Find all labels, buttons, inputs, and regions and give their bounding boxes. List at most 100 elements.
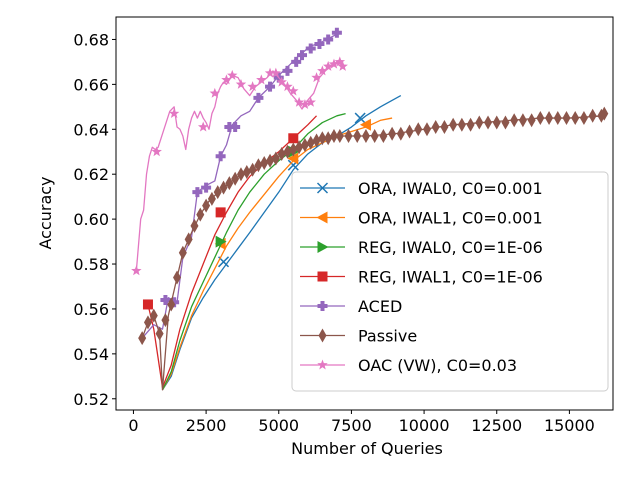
series-line-6: [135, 61, 343, 271]
series-6-marker-3: [197, 121, 209, 132]
series-6-marker-19: [317, 65, 328, 76]
series-4-marker-2: [192, 187, 203, 198]
series-5-marker-61: [571, 111, 580, 126]
legend-label-4: ACED: [358, 297, 402, 316]
series-5-marker-13: [213, 185, 222, 200]
series-5-marker-9: [190, 218, 199, 233]
series-4-marker-14: [314, 38, 325, 49]
series-5-marker-38: [370, 129, 379, 144]
series-line-1: [161, 117, 393, 391]
series-5-marker-63: [588, 108, 597, 123]
series-0: [161, 95, 402, 391]
series-5-marker-59: [553, 111, 562, 126]
series-4-marker-5: [224, 122, 235, 133]
y-tick-label-3: 0.58: [73, 255, 109, 274]
legend-marker-1: [316, 211, 328, 224]
series-6-marker-0: [131, 265, 142, 276]
series-5: [138, 106, 609, 391]
series-4-marker-13: [305, 43, 316, 54]
series-5-marker-4: [161, 313, 170, 328]
series-5-marker-50: [475, 115, 484, 130]
series-1-marker-1: [287, 152, 299, 165]
series-5-marker-7: [178, 245, 187, 260]
series-5-marker-22: [266, 153, 275, 168]
series-5-marker-54: [510, 113, 519, 128]
series-5-marker-19: [248, 162, 257, 177]
x-tick-label-2: 5000: [258, 416, 299, 435]
series-5-marker-1: [143, 315, 152, 330]
legend-marker-4: [317, 301, 328, 311]
x-tick-label-1: 2500: [186, 416, 227, 435]
axes-layer: 0 2500 5000 7500 10000 12500 15000 0.52 0.54 0.56…: [73, 16, 614, 435]
series-5-marker-21: [260, 155, 269, 170]
series-4-marker-7: [253, 92, 264, 103]
legend-marker-0: [316, 182, 329, 194]
series-5-marker-36: [353, 129, 362, 144]
series-5-marker-8: [184, 232, 193, 247]
series-5-marker-62: [579, 111, 588, 126]
series-5-marker-11: [202, 198, 211, 213]
legend-marker-5: [318, 328, 327, 343]
y-tick-label-6: 0.64: [73, 120, 109, 139]
series-5-marker-30: [312, 133, 321, 148]
legend-marker-2: [317, 241, 329, 253]
x-axis-title: Number of Queries: [291, 439, 443, 458]
series-5-marker-55: [518, 113, 527, 128]
series-5-marker-46: [440, 120, 449, 135]
series-5-marker-3: [155, 326, 164, 341]
series-6-marker-12: [276, 76, 287, 87]
x-tick-label-4: 10000: [399, 416, 450, 435]
series-5-marker-28: [300, 138, 309, 153]
series-2-marker-0: [215, 235, 227, 248]
legend-label-0: ORA, IWAL0, C0=0.001: [358, 179, 543, 198]
series-1-marker-2: [359, 118, 371, 131]
series-5-marker-26: [289, 142, 298, 157]
series-6-marker-14: [288, 85, 299, 96]
series-6-marker-11: [270, 67, 282, 78]
y-tick-label-2: 0.56: [73, 300, 109, 319]
x-tick-label-6: 15000: [544, 416, 595, 435]
series-5-marker-48: [457, 117, 466, 132]
legend-box: [291, 171, 609, 392]
legend-label-3: REG, IWAL1, C0=1E-06: [358, 268, 543, 287]
series-5-marker-40: [388, 126, 397, 141]
series-6-marker-1: [151, 146, 162, 157]
series-5-marker-20: [254, 158, 263, 173]
series-5-marker-27: [295, 140, 304, 155]
series-3-marker-1: [215, 207, 226, 218]
y-tick-label-5: 0.62: [73, 165, 109, 184]
series-3: [142, 115, 318, 389]
series-6-marker-15: [293, 96, 305, 107]
series-5-marker-60: [562, 111, 571, 126]
series-6: [131, 56, 348, 276]
series-4-marker-12: [297, 50, 308, 61]
series-4-marker-3: [201, 182, 212, 193]
series-5-marker-41: [396, 126, 405, 141]
series-5-marker-15: [225, 176, 234, 191]
series-5-marker-6: [173, 270, 182, 285]
y-tick-label-4: 0.60: [73, 210, 109, 229]
series-5-marker-58: [545, 111, 554, 126]
series-6-marker-4: [209, 87, 221, 98]
series-6-marker-22: [334, 56, 346, 67]
series-5-marker-5: [167, 297, 176, 312]
legend-label-2: REG, IWAL0, C0=1E-06: [358, 238, 543, 257]
series-3-marker-0: [142, 299, 153, 310]
series-5-marker-42: [405, 124, 414, 139]
series-6-marker-9: [256, 74, 267, 85]
series-5-marker-39: [379, 129, 388, 144]
series-5-marker-24: [277, 146, 286, 161]
x-tick-label-0: 0: [128, 416, 138, 435]
series-5-marker-25: [283, 144, 292, 159]
series-5-marker-56: [527, 113, 536, 128]
x-tick-label-3: 7500: [331, 416, 372, 435]
series-6-marker-8: [247, 81, 258, 92]
series-5-marker-45: [431, 120, 440, 135]
series-6-marker-2: [168, 108, 180, 119]
series-5-marker-32: [324, 131, 333, 146]
y-axis-title: Accuracy: [36, 176, 55, 249]
series-6-marker-23: [337, 60, 348, 71]
series-6-marker-17: [305, 96, 316, 107]
legend-label-1: ORA, IWAL1, C0=0.001: [358, 209, 543, 228]
